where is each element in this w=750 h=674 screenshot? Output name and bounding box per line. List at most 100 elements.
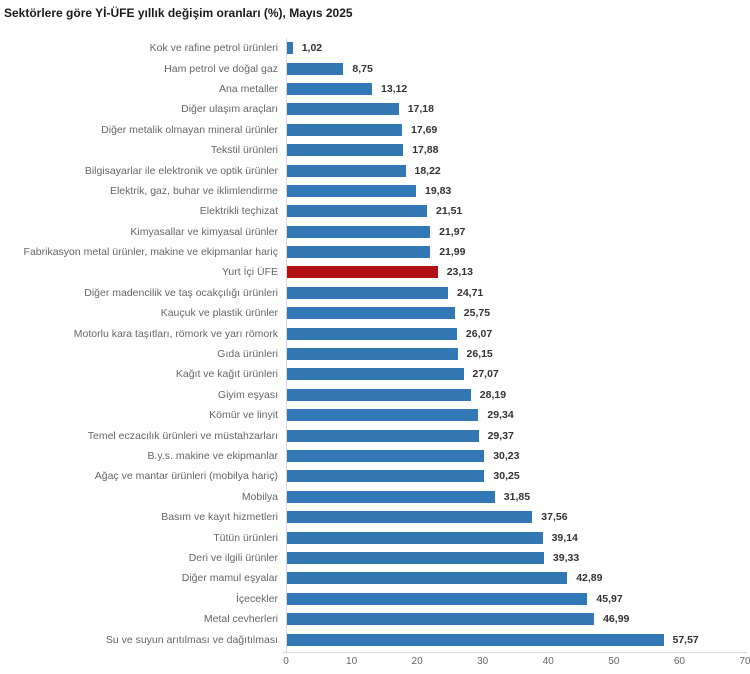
- category-label: Mobilya: [241, 490, 278, 503]
- bar-highlight: [286, 266, 438, 279]
- bar-track: 37,56: [286, 507, 750, 527]
- bar-row: İçecekler 45,97: [0, 589, 750, 609]
- bar-row: Elektrik, gaz, buhar ve iklimlendirme 19,…: [0, 181, 750, 201]
- bar: [286, 42, 293, 55]
- bar: [286, 246, 431, 259]
- bar-track: 17,69: [286, 120, 750, 140]
- category-label: Kağıt ve kağıt ürünleri: [175, 368, 278, 381]
- category-label: Fabrikasyon metal ürünler, makine ve eki…: [23, 246, 278, 259]
- bar-track: 27,07: [286, 364, 750, 384]
- bar-row: Motorlu kara taşıtları, römork ve yarı r…: [0, 323, 750, 343]
- bar-row: Yurt İçi ÜFE 23,13: [0, 262, 750, 282]
- category-label: Gıda ürünleri: [217, 348, 278, 361]
- bar: [286, 225, 431, 238]
- category-label: Diğer ulaşım araçları: [181, 103, 278, 116]
- bar-track: 45,97: [286, 589, 750, 609]
- category-label: Deri ve ilgili ürünler: [188, 551, 278, 564]
- value-label: 30,25: [493, 470, 520, 483]
- bar-track: 26,07: [286, 323, 750, 343]
- value-label: 57,57: [672, 633, 699, 646]
- bar-track: 1,02: [286, 38, 750, 58]
- category-label: Elektrik, gaz, buhar ve iklimlendirme: [109, 184, 278, 197]
- bar: [286, 368, 464, 381]
- value-label: 27,07: [472, 368, 499, 381]
- bar: [286, 409, 479, 422]
- bar-row: Diğer mamul eşyalar 42,89: [0, 568, 750, 588]
- bar: [286, 551, 544, 564]
- bar: [286, 592, 588, 605]
- x-axis-line: [283, 652, 747, 653]
- value-label: 42,89: [576, 572, 603, 585]
- value-label: 46,99: [603, 613, 630, 626]
- bar: [286, 144, 404, 157]
- value-label: 17,69: [411, 123, 438, 136]
- bar: [286, 205, 427, 218]
- bar-track: 39,14: [286, 527, 750, 547]
- category-label: Elektrikli teçhizat: [199, 205, 278, 218]
- bar: [286, 388, 471, 401]
- bar: [286, 62, 344, 75]
- value-label: 19,83: [425, 184, 452, 197]
- bar-row: Diğer ulaşım araçları 17,18: [0, 99, 750, 119]
- bar-track: 42,89: [286, 568, 750, 588]
- x-tick-label: 70: [739, 656, 750, 667]
- x-tick-label: 10: [346, 656, 358, 667]
- x-axis-ticks: 0 10 20 30 40 50 60 70: [0, 656, 750, 670]
- bar-rows: Kok ve rafine petrol ürünleri 1,02 Ham pet…: [0, 38, 750, 650]
- bar-track: 13,12: [286, 79, 750, 99]
- value-label: 21,99: [439, 246, 466, 259]
- bar-track: 8,75: [286, 58, 750, 78]
- category-label: Kimyasallar ve kimyasal ürünler: [130, 225, 278, 238]
- value-label: 31,85: [503, 490, 531, 503]
- value-label: 29,37: [487, 429, 514, 442]
- category-label: Diğer mamul eşyalar: [181, 572, 278, 585]
- bar: [286, 490, 495, 503]
- bar-track: 21,99: [286, 242, 750, 262]
- bar-track: 26,15: [286, 344, 750, 364]
- bar-track: 30,25: [286, 466, 750, 486]
- x-tick-label: 60: [673, 656, 685, 667]
- bar-track: 29,34: [286, 405, 750, 425]
- value-label: 18,22: [414, 164, 441, 177]
- bar-track: 21,97: [286, 222, 750, 242]
- value-label: 26,07: [465, 327, 493, 340]
- value-label: 21,51: [436, 205, 463, 218]
- bar-row: Giyim eşyası 28,19: [0, 385, 750, 405]
- bar-row: Basım ve kayıt hizmetleri 37,56: [0, 507, 750, 527]
- bar: [286, 531, 543, 544]
- bar: [286, 633, 664, 646]
- bar-track: 21,51: [286, 201, 750, 221]
- bar-track: 18,22: [286, 160, 750, 180]
- value-label: 25,75: [463, 307, 491, 320]
- bar: [286, 511, 533, 524]
- category-label: İçecekler: [235, 592, 278, 605]
- bar-track: 17,88: [286, 140, 750, 160]
- bar-row: Elektrikli teçhizat 21,51: [0, 201, 750, 221]
- category-label: Temel eczacılık ürünleri ve müstahzarlar…: [87, 429, 278, 442]
- category-label: Ana metaller: [219, 82, 278, 95]
- bar-row: Fabrikasyon metal ürünler, makine ve eki…: [0, 242, 750, 262]
- bar-row: Kauçuk ve plastik ürünler 25,75: [0, 303, 750, 323]
- bar-row: Metal cevherleri 46,99: [0, 609, 750, 629]
- value-label: 45,97: [596, 592, 623, 605]
- value-label: 39,33: [552, 551, 580, 564]
- bar: [286, 164, 406, 177]
- value-label: 1,02: [301, 42, 323, 55]
- category-label: Diğer metalik olmayan mineral ürünler: [101, 123, 278, 136]
- bar-row: Temel eczacılık ürünleri ve müstahzarlar…: [0, 425, 750, 445]
- category-label: Giyim eşyası: [217, 388, 278, 401]
- value-label: 30,23: [493, 450, 520, 462]
- category-label: Yurt İçi ÜFE: [221, 266, 278, 279]
- value-label: 37,56: [541, 511, 568, 524]
- bar-track: 19,83: [286, 181, 750, 201]
- bar-row: Su ve suyun arıtılması ve dağıtılması 57,…: [0, 629, 750, 649]
- x-tick-label: 0: [283, 656, 289, 667]
- bar: [286, 307, 455, 320]
- bar: [286, 123, 402, 136]
- bar: [286, 429, 479, 442]
- bar-row: Ana metaller 13,12: [0, 79, 750, 99]
- value-label: 23,13: [446, 266, 473, 279]
- x-tick-label: 40: [542, 656, 554, 667]
- bar-row: B.y.s. makine ve ekipmanlar 30,23: [0, 446, 750, 466]
